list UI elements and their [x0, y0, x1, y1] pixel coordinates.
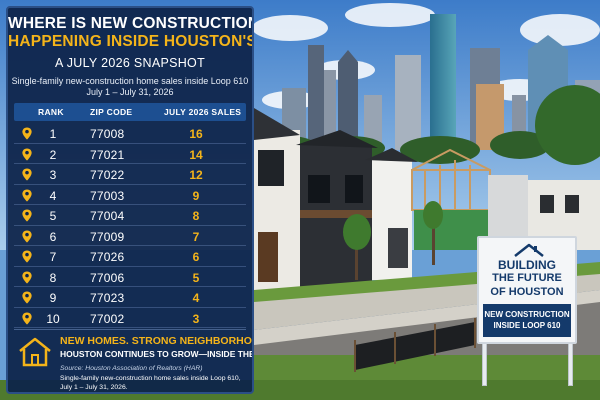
rank-cell: 3 — [49, 168, 57, 182]
sign-line-2: THE FUTURE — [492, 272, 562, 284]
rank-cell: 2 — [49, 147, 57, 162]
house-outline-icon — [19, 337, 51, 367]
map-pin-icon — [22, 229, 32, 243]
sales-cell: 6 — [192, 250, 200, 264]
sign-line-1: BUILDING — [498, 258, 556, 272]
house-roof-icon — [514, 243, 544, 257]
rank-cell: 10 — [46, 311, 60, 326]
footnote-line-1: Single-family new-construction home sale… — [60, 375, 241, 382]
map-pin-icon — [22, 188, 32, 202]
table-row: 4 77003 9 — [14, 185, 246, 205]
zip-cell: 77023 — [90, 291, 125, 305]
sales-cell: 5 — [192, 270, 200, 285]
map-pin-icon — [22, 311, 32, 325]
map-pin-icon — [22, 270, 32, 284]
zip-cell: 77008 — [90, 127, 125, 141]
footnote-line-2: July 1 – July 31, 2026. — [60, 384, 128, 391]
sign-post-left — [482, 340, 487, 386]
zip-cell: 77021 — [90, 147, 125, 162]
sign-banner-line-1: NEW CONSTRUCTION — [484, 310, 570, 319]
sales-cell: 16 — [189, 127, 203, 141]
sign-banner-line-2: INSIDE LOOP 610 — [493, 321, 561, 330]
rank-cell: 7 — [49, 250, 57, 264]
sign-post-right — [568, 340, 573, 386]
description-line-1: Single-family new-construction home sale… — [11, 76, 249, 86]
table-row: 9 77023 4 — [14, 287, 246, 308]
table-row: 1 77008 16 — [14, 123, 246, 144]
table-row: 2 77021 14 — [14, 144, 246, 164]
sales-cell: 4 — [192, 291, 200, 305]
header-sales: JULY 2026 SALES — [164, 107, 242, 117]
table-header: RANK ZIP CODE JULY 2026 SALES — [14, 103, 246, 121]
zip-cell: 77026 — [90, 250, 125, 264]
rank-cell: 6 — [49, 229, 57, 244]
title-line-1: WHERE IS NEW CONSTRUCTION — [8, 15, 254, 32]
zip-cell: 77022 — [90, 168, 125, 182]
description-line-2: July 1 – July 31, 2026 — [86, 87, 174, 97]
map-pin-icon — [22, 291, 32, 304]
sales-cell: 8 — [192, 209, 200, 223]
source-citation: Source: Houston Association of Realtors … — [60, 365, 203, 372]
zip-cell: 77002 — [90, 311, 125, 326]
map-pin-icon — [22, 147, 32, 161]
rank-cell: 8 — [49, 270, 57, 285]
sign-line-3: OF HOUSTON — [490, 286, 564, 298]
table-row: 7 77026 6 — [14, 246, 246, 267]
zip-cell: 77004 — [90, 209, 125, 223]
infographic-panel: WHERE IS NEW CONSTRUCTION HAPPENING INSI… — [6, 6, 254, 394]
sales-table: 1 77008 16 2 77021 14 3 77022 12 4 77003… — [14, 123, 246, 328]
footer-divider — [14, 329, 246, 330]
header-zip-code: ZIP CODE — [90, 107, 133, 117]
zip-cell: 77006 — [90, 270, 125, 285]
table-row: 8 77006 5 — [14, 267, 246, 287]
header-rank: RANK — [38, 107, 64, 117]
map-pin-icon — [22, 168, 32, 181]
sales-cell: 7 — [192, 229, 200, 244]
rank-cell: 9 — [49, 291, 57, 305]
zip-cell: 77003 — [90, 188, 125, 203]
table-row: 5 77004 8 — [14, 205, 246, 226]
table-row: 10 77002 3 — [14, 308, 246, 328]
map-pin-icon — [22, 209, 32, 222]
yard-sign: BUILDING THE FUTURE OF HOUSTON NEW CONST… — [477, 236, 577, 344]
table-row: 3 77022 12 — [14, 164, 246, 185]
tagline-line-2: HOUSTON CONTINUES TO GROW—INSIDE THE LOO… — [60, 349, 254, 359]
rank-cell: 1 — [49, 127, 57, 141]
sales-cell: 9 — [192, 188, 200, 203]
title-line-2: HAPPENING INSIDE HOUSTON'S LOOP? — [8, 33, 254, 50]
zip-cell: 77009 — [90, 229, 125, 244]
map-pin-icon — [22, 250, 32, 263]
tagline-line-1: NEW HOMES. STRONG NEIGHBORHOODS. — [60, 335, 252, 347]
rank-cell: 5 — [49, 209, 57, 223]
sales-cell: 14 — [189, 147, 203, 162]
rank-cell: 4 — [49, 188, 57, 203]
map-pin-icon — [22, 127, 32, 140]
sign-banner: NEW CONSTRUCTION INSIDE LOOP 610 — [483, 304, 571, 337]
table-row: 6 77009 7 — [14, 226, 246, 246]
sales-cell: 12 — [189, 168, 203, 182]
sales-cell: 3 — [192, 311, 200, 326]
subtitle: A JULY 2026 SNAPSHOT — [54, 56, 206, 70]
